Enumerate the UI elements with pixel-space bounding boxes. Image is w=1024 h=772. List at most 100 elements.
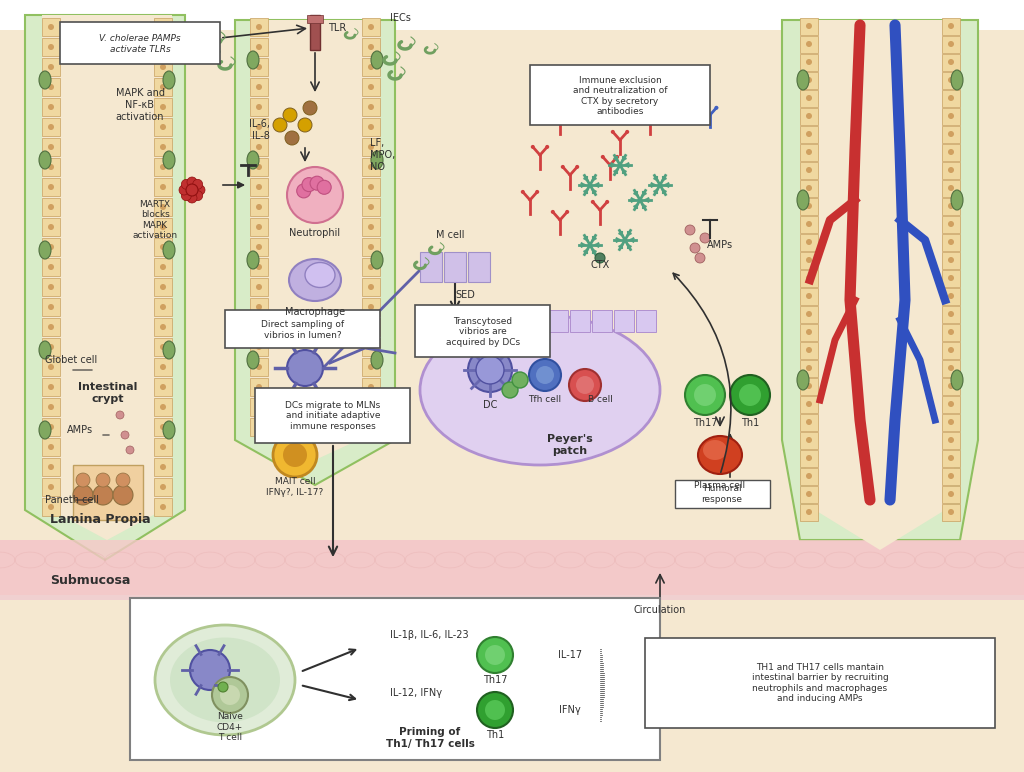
Bar <box>942 306 961 323</box>
Circle shape <box>739 384 761 406</box>
Circle shape <box>121 431 129 439</box>
Polygon shape <box>234 20 395 485</box>
Ellipse shape <box>371 151 383 169</box>
Circle shape <box>256 324 262 330</box>
Text: Circulation: Circulation <box>634 605 686 615</box>
Circle shape <box>256 404 262 410</box>
Circle shape <box>48 484 54 490</box>
Circle shape <box>715 106 719 110</box>
Circle shape <box>48 404 54 410</box>
Circle shape <box>368 244 374 250</box>
Circle shape <box>48 204 54 210</box>
Circle shape <box>48 84 54 90</box>
Circle shape <box>948 455 954 461</box>
Bar <box>60 22 220 64</box>
Text: IL-12, IFNγ: IL-12, IFNγ <box>390 688 442 698</box>
Circle shape <box>806 437 812 443</box>
Bar <box>0 0 1024 30</box>
Bar <box>942 108 961 125</box>
Ellipse shape <box>698 436 742 474</box>
Bar <box>800 360 818 377</box>
Circle shape <box>368 24 374 30</box>
Bar <box>800 36 818 53</box>
Circle shape <box>368 224 374 230</box>
Bar <box>614 310 634 332</box>
Bar <box>942 396 961 413</box>
Circle shape <box>687 76 690 80</box>
Circle shape <box>179 185 189 195</box>
Ellipse shape <box>420 315 660 465</box>
Bar <box>468 252 490 282</box>
Bar <box>250 378 268 396</box>
Circle shape <box>368 424 374 430</box>
Ellipse shape <box>703 440 727 460</box>
Circle shape <box>477 637 513 673</box>
Circle shape <box>48 384 54 390</box>
Circle shape <box>160 364 166 370</box>
Circle shape <box>48 344 54 350</box>
Bar <box>42 18 60 36</box>
Bar <box>362 418 380 436</box>
Bar <box>154 138 172 156</box>
Bar <box>154 358 172 376</box>
Circle shape <box>615 155 620 159</box>
Circle shape <box>302 178 316 191</box>
Circle shape <box>256 184 262 190</box>
Bar <box>73 465 143 520</box>
Bar <box>154 378 172 396</box>
Text: Intestinal
crypt: Intestinal crypt <box>78 382 137 404</box>
Circle shape <box>948 23 954 29</box>
Bar <box>800 432 818 449</box>
Circle shape <box>948 59 954 65</box>
Bar <box>800 504 818 521</box>
Bar <box>942 18 961 35</box>
Bar <box>154 318 172 336</box>
Circle shape <box>298 118 312 132</box>
Circle shape <box>626 130 629 134</box>
Bar <box>154 178 172 196</box>
Circle shape <box>287 350 323 386</box>
Bar <box>800 468 818 485</box>
Circle shape <box>368 284 374 290</box>
Circle shape <box>48 144 54 150</box>
Circle shape <box>48 424 54 430</box>
Bar <box>415 305 550 357</box>
Text: Immune exclusion
and neutralization of
CTX by secretory
antibodies: Immune exclusion and neutralization of C… <box>572 76 668 116</box>
Bar <box>42 298 60 316</box>
Circle shape <box>256 364 262 370</box>
Circle shape <box>317 181 331 195</box>
Bar <box>942 180 961 197</box>
Circle shape <box>256 264 262 270</box>
Circle shape <box>948 257 954 263</box>
Bar <box>154 438 172 456</box>
Bar <box>362 378 380 396</box>
Bar <box>362 398 380 416</box>
Circle shape <box>948 239 954 245</box>
Circle shape <box>160 24 166 30</box>
Bar <box>42 258 60 276</box>
Bar <box>42 318 60 336</box>
Text: Plasma cell: Plasma cell <box>694 480 745 489</box>
Circle shape <box>48 24 54 30</box>
Circle shape <box>160 184 166 190</box>
Bar <box>154 478 172 496</box>
Circle shape <box>160 284 166 290</box>
Ellipse shape <box>163 151 175 169</box>
Circle shape <box>48 64 54 70</box>
Circle shape <box>181 179 191 189</box>
Bar <box>250 338 268 356</box>
Bar <box>800 234 818 251</box>
Circle shape <box>806 401 812 407</box>
Circle shape <box>48 504 54 510</box>
Bar <box>362 178 380 196</box>
Circle shape <box>160 44 166 50</box>
Bar <box>250 198 268 216</box>
Circle shape <box>806 149 812 155</box>
Circle shape <box>569 369 601 401</box>
Circle shape <box>160 124 166 130</box>
Circle shape <box>806 59 812 65</box>
Ellipse shape <box>170 638 280 723</box>
Ellipse shape <box>39 241 51 259</box>
Circle shape <box>948 419 954 425</box>
Circle shape <box>806 329 812 335</box>
